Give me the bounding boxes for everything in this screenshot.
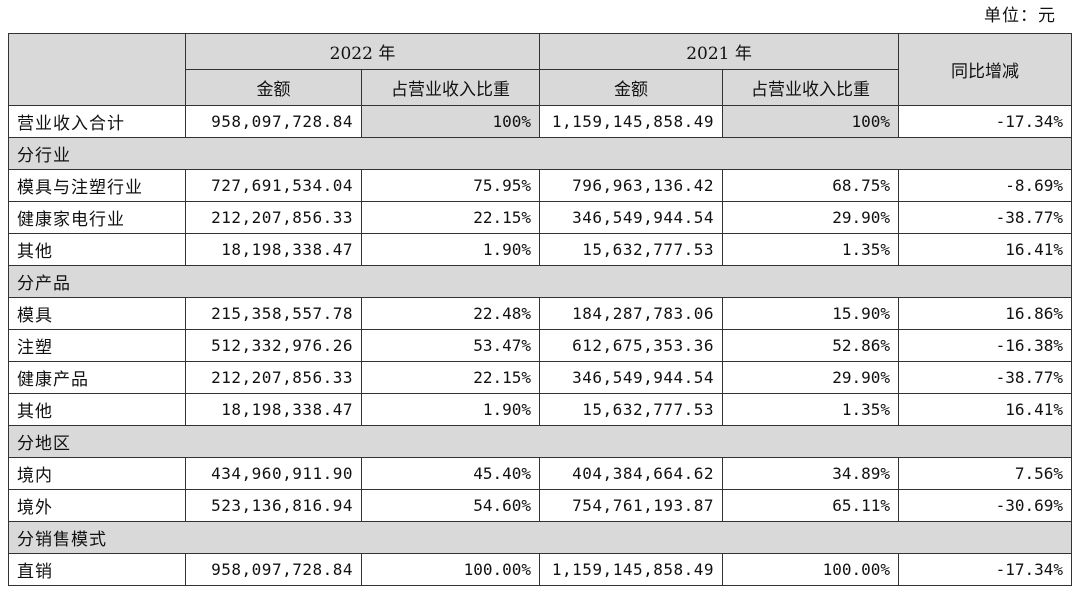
- amount-2021-cell: 184,287,783.06: [539, 297, 724, 330]
- amount-2022-cell: 212,207,856.33: [185, 201, 362, 234]
- share-2022-cell: 22.15%: [360, 361, 541, 394]
- amount-2022-cell: 523,136,816.94: [185, 489, 362, 522]
- amount-2021-cell: 346,549,944.54: [539, 201, 724, 234]
- amount-2021-cell: 1,159,145,858.49: [539, 105, 724, 138]
- header-amount-2021: 金额: [539, 69, 724, 106]
- amount-2022-cell: 18,198,338.47: [185, 393, 362, 426]
- amount-2022-cell: 18,198,338.47: [185, 233, 362, 266]
- amount-2022-cell: 958,097,728.84: [185, 553, 362, 586]
- header-blank-cell: [8, 33, 186, 106]
- row-label: 境内: [8, 457, 186, 490]
- row-label: 其他: [8, 393, 186, 426]
- table-body: 营业收入合计 958,097,728.84 100% 1,159,145,858…: [7, 105, 1073, 586]
- share-2022-cell: 1.90%: [360, 233, 541, 266]
- change-cell: -38.77%: [898, 361, 1073, 394]
- header-share-2021: 占营业收入比重: [722, 69, 900, 106]
- share-2022-cell: 45.40%: [360, 457, 541, 490]
- change-cell: -38.77%: [898, 201, 1073, 234]
- row-label: 注塑: [8, 329, 186, 362]
- amount-2021-cell: 612,675,353.36: [539, 329, 724, 362]
- header-year-2021: 2021 年: [539, 33, 900, 70]
- table-row: 境外 523,136,816.94 54.60% 754,761,193.87 65.1…: [8, 489, 1073, 522]
- row-label: 健康产品: [8, 361, 186, 394]
- amount-2021-cell: 346,549,944.54: [539, 361, 724, 394]
- section-title: 分行业: [7, 137, 1073, 170]
- section-header-row: 分销售模式: [7, 521, 1073, 554]
- amount-2022-cell: 727,691,534.04: [185, 169, 362, 202]
- share-2021-cell: 65.11%: [722, 489, 900, 522]
- change-cell: 16.86%: [898, 297, 1073, 330]
- change-cell: -17.34%: [898, 105, 1073, 138]
- share-2021-cell: 29.90%: [722, 201, 900, 234]
- amount-2021-cell: 754,761,193.87: [539, 489, 724, 522]
- section-header-row: 分产品: [7, 265, 1073, 298]
- change-cell: 16.41%: [898, 393, 1073, 426]
- share-2022-cell: 22.48%: [360, 297, 541, 330]
- share-2022-cell: 75.95%: [360, 169, 541, 202]
- share-2022-cell: 53.47%: [360, 329, 541, 362]
- section-header-row: 分行业: [7, 137, 1073, 170]
- table-row: 其他 18,198,338.47 1.90% 15,632,777.53 1.35% 16…: [8, 393, 1073, 426]
- unit-label: 单位：元: [984, 6, 1056, 26]
- amount-2022-cell: 215,358,557.78: [185, 297, 362, 330]
- amount-2022-cell: 434,960,911.90: [185, 457, 362, 490]
- header-year-2022: 2022 年: [184, 33, 541, 70]
- amount-2021-cell: 15,632,777.53: [539, 233, 724, 266]
- row-label: 模具与注塑行业: [8, 169, 186, 202]
- share-2021-cell: 15.90%: [722, 297, 900, 330]
- share-2021-cell: 100%: [722, 105, 900, 138]
- share-2021-cell: 68.75%: [722, 169, 900, 202]
- table-row: 其他 18,198,338.47 1.90% 15,632,777.53 1.35% 16…: [8, 233, 1073, 266]
- table-row: 直销 958,097,728.84 100.00% 1,159,145,858.49 1…: [8, 553, 1073, 586]
- share-2021-cell: 52.86%: [722, 329, 900, 362]
- share-2022-cell: 1.90%: [360, 393, 541, 426]
- share-2021-cell: 1.35%: [722, 233, 900, 266]
- row-label: 直销: [8, 553, 186, 586]
- share-2022-cell: 100.00%: [360, 553, 541, 586]
- amount-2022-cell: 212,207,856.33: [185, 361, 362, 394]
- amount-2021-cell: 796,963,136.42: [539, 169, 724, 202]
- change-cell: 7.56%: [898, 457, 1073, 490]
- row-label: 健康家电行业: [8, 201, 186, 234]
- table-row: 模具与注塑行业 727,691,534.04 75.95% 796,963,136.4…: [8, 169, 1073, 202]
- amount-2022-cell: 958,097,728.84: [185, 105, 362, 138]
- section-header-row: 分地区: [7, 425, 1073, 458]
- change-cell: -30.69%: [898, 489, 1073, 522]
- share-2021-cell: 100.00%: [722, 553, 900, 586]
- change-cell: -8.69%: [898, 169, 1073, 202]
- header-yoy-change: 同比增减: [898, 33, 1073, 106]
- share-2022-cell: 22.15%: [360, 201, 541, 234]
- table-row: 境内 434,960,911.90 45.40% 404,384,664.62 34.8…: [8, 457, 1073, 490]
- change-cell: -16.38%: [898, 329, 1073, 362]
- row-label: 模具: [8, 297, 186, 330]
- row-label: 其他: [8, 233, 186, 266]
- row-label: 营业收入合计: [8, 105, 186, 138]
- table-row: 注塑 512,332,976.26 53.47% 612,675,353.36 52.8…: [8, 329, 1073, 362]
- header-share-2022: 占营业收入比重: [360, 69, 541, 106]
- share-2022-cell: 100%: [360, 105, 541, 138]
- section-title: 分产品: [7, 265, 1073, 298]
- change-cell: -17.34%: [898, 553, 1073, 586]
- amount-2021-cell: 15,632,777.53: [539, 393, 724, 426]
- amount-2022-cell: 512,332,976.26: [185, 329, 362, 362]
- table-row: 健康家电行业 212,207,856.33 22.15% 346,549,944.54…: [8, 201, 1073, 234]
- share-2021-cell: 1.35%: [722, 393, 900, 426]
- section-title: 分地区: [7, 425, 1073, 458]
- revenue-composition-table: 2022 年 2021 年 同比增减 金额 占营业收入比重 金额 占营业收入比重…: [7, 33, 1073, 586]
- share-2021-cell: 29.90%: [722, 361, 900, 394]
- change-cell: 16.41%: [898, 233, 1073, 266]
- amount-2021-cell: 1,159,145,858.49: [539, 553, 724, 586]
- section-title: 分销售模式: [7, 521, 1073, 554]
- table-row: 健康产品 212,207,856.33 22.15% 346,549,944.54 29…: [8, 361, 1073, 394]
- share-2022-cell: 54.60%: [360, 489, 541, 522]
- share-2021-cell: 34.89%: [722, 457, 900, 490]
- table-row: 模具 215,358,557.78 22.48% 184,287,783.06 15.9…: [8, 297, 1073, 330]
- header-amount-2022: 金额: [185, 69, 362, 106]
- table-row-total: 营业收入合计 958,097,728.84 100% 1,159,145,858…: [8, 105, 1073, 138]
- row-label: 境外: [8, 489, 186, 522]
- amount-2021-cell: 404,384,664.62: [539, 457, 724, 490]
